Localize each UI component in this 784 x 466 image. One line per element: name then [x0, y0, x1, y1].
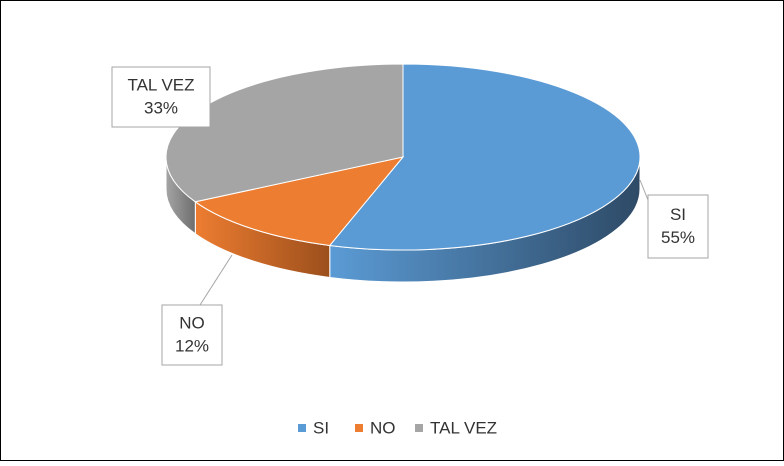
label-box: [647, 194, 709, 259]
leader-line: [639, 179, 649, 201]
data-label-category: SI: [670, 205, 686, 224]
label-box: [161, 304, 223, 366]
data-label-value: 33%: [144, 98, 178, 117]
slice: [194, 156, 405, 246]
leader-line: [199, 254, 233, 306]
legend-label: NO: [370, 418, 396, 437]
data-label-value: 12%: [175, 336, 209, 355]
legend-label: SI: [313, 418, 329, 437]
legend-swatch: [415, 424, 423, 432]
data-label-category: TAL VEZ: [127, 75, 194, 94]
slice: [328, 63, 641, 251]
data-label-category: NO: [179, 313, 205, 332]
data-label-value: 55%: [661, 228, 695, 247]
label-box: [111, 66, 211, 128]
leader-line: [209, 99, 226, 113]
legend-swatch: [355, 424, 363, 432]
legend-label: TAL VEZ: [430, 418, 497, 437]
legend-swatch: [298, 424, 306, 432]
